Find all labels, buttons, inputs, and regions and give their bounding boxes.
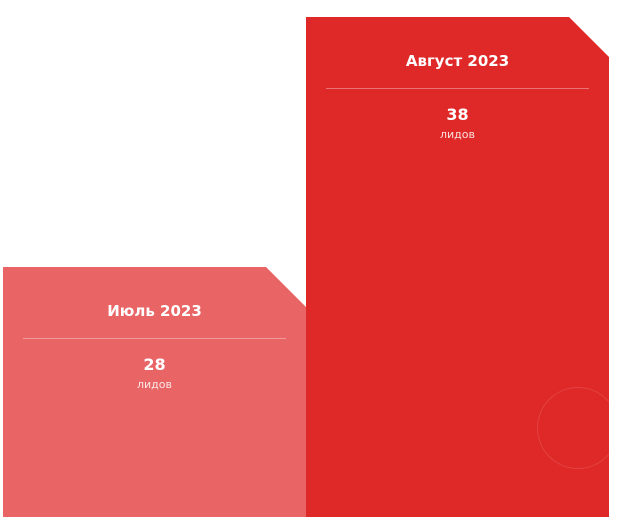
bar-july-2023: Июль 2023 28 лидов (3, 267, 306, 517)
bar-category-label: Июль 2023 (107, 302, 202, 320)
bar-category-label: Август 2023 (405, 52, 510, 70)
bar-value-label: 28 (143, 355, 166, 374)
decorative-ring (537, 387, 619, 469)
bar-unit-label: лидов (137, 378, 172, 391)
bar-unit-label: лидов (440, 128, 475, 141)
bar-value-label: 38 (446, 105, 469, 124)
bar-august-2023: Август 2023 38 лидов (306, 17, 609, 517)
bar-divider (326, 88, 589, 89)
bar-divider (23, 338, 286, 339)
